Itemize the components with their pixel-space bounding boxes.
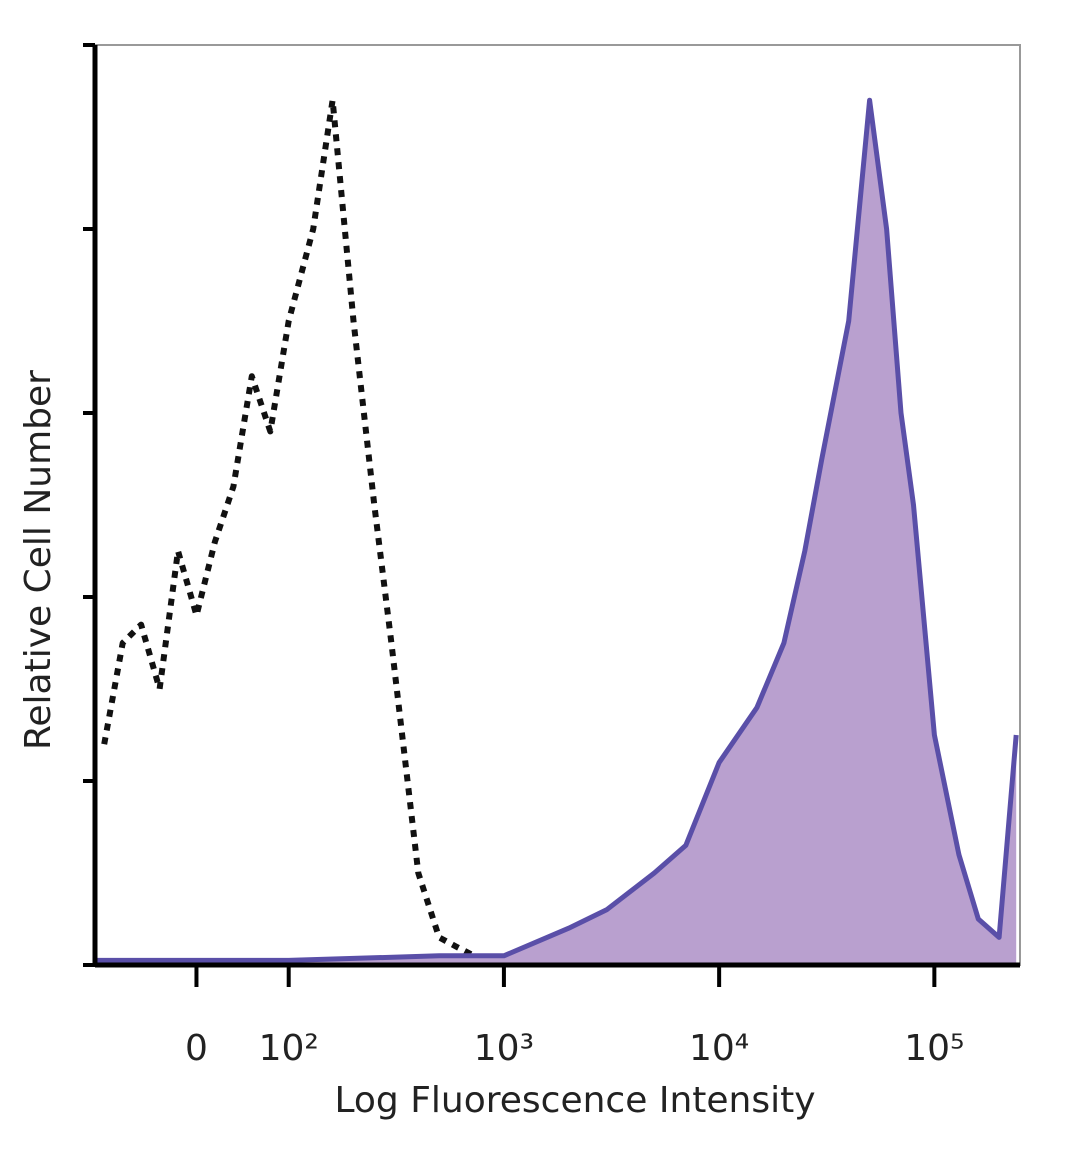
histogram-line bbox=[95, 97, 1019, 963]
x-tick-label: 10² bbox=[259, 1028, 319, 1069]
y-axis-label: Relative Cell Number bbox=[18, 370, 59, 750]
x-tick-label: 10⁵ bbox=[904, 1028, 964, 1069]
x-axis-label: Log Fluorescence Intensity bbox=[334, 1080, 815, 1121]
area bbox=[95, 100, 1017, 965]
x-tick-label: 10³ bbox=[474, 1028, 534, 1069]
histogram-line bbox=[101, 97, 505, 968]
x-tick-label: 10⁴ bbox=[689, 1028, 749, 1069]
x-tick-label: 0 bbox=[185, 1028, 208, 1069]
